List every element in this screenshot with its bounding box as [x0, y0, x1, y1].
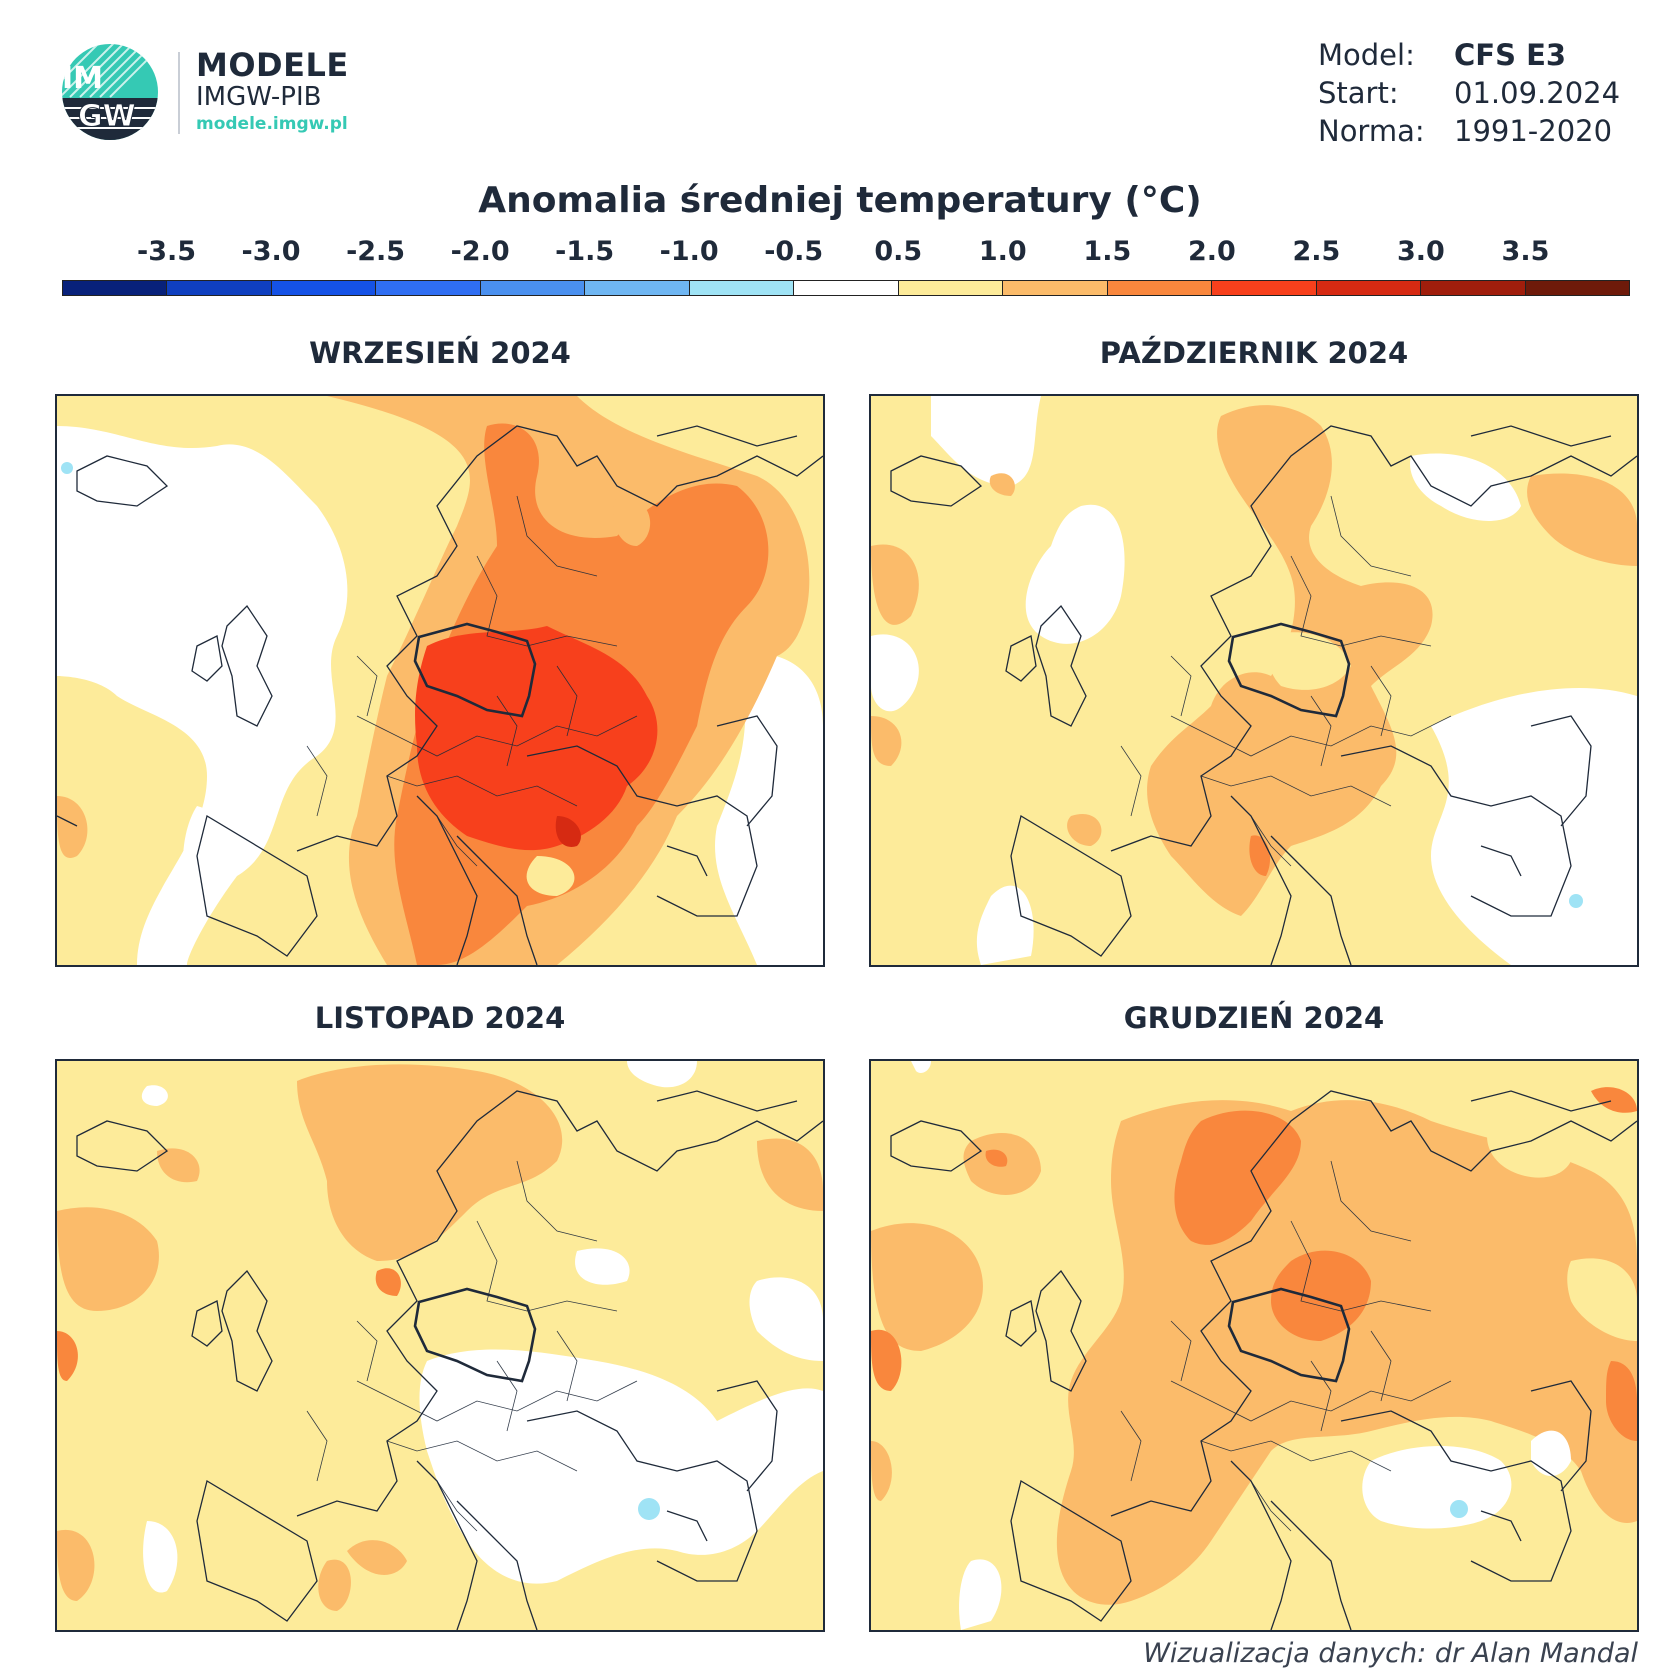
legend-swatch: [898, 281, 1004, 295]
logo-subtitle: IMGW-PIB: [196, 82, 322, 112]
poland-border-december: [1227, 1287, 1351, 1383]
anomaly-fill-september: [57, 396, 823, 965]
legend-tick-label: -3.5: [137, 236, 197, 267]
logo-mark-bottom: GW: [78, 99, 136, 134]
map-december[interactable]: [869, 1059, 1639, 1632]
legend-tick-label: -3.0: [241, 236, 301, 267]
legend-tick-label: 0.5: [874, 236, 923, 267]
legend-tick-label: -1.0: [659, 236, 719, 267]
legend-swatch: [1107, 281, 1213, 295]
panel-title-december: GRUDZIEŃ 2024: [1123, 1001, 1385, 1035]
panel-title-october: PAŹDZIERNIK 2024: [1099, 336, 1409, 370]
legend-swatch: [1003, 281, 1108, 295]
borders-october: [1120, 495, 1452, 867]
meta-norm-value: 1991-2020: [1454, 114, 1613, 148]
legend-swatch: [585, 281, 690, 295]
map-october[interactable]: [869, 394, 1639, 967]
imgw-logo[interactable]: IM GW MODELE IMGW-PIB modele.imgw.pl: [60, 42, 360, 142]
legend-swatch: [1316, 281, 1422, 295]
panel-title-november: LISTOPAD 2024: [314, 1001, 566, 1035]
legend-tick-label: 2.0: [1187, 236, 1236, 267]
anomaly-fill-november: [57, 1061, 823, 1630]
panel-title-september: WRZESIEŃ 2024: [309, 336, 571, 370]
anomaly-fill-october: [871, 396, 1637, 965]
legend-tick-label: 3.5: [1501, 236, 1550, 267]
borders-december: [1120, 1160, 1452, 1532]
meta-row-norm: Norma: 1991-2020: [1318, 114, 1658, 152]
legend-swatch: [1421, 281, 1526, 295]
meta-model-value: CFS E3: [1454, 38, 1567, 72]
borders-november: [306, 1160, 638, 1532]
meta-start-label: Start:: [1318, 76, 1399, 110]
poland-border-october: [1227, 622, 1351, 718]
meta-start-value: 01.09.2024: [1454, 76, 1621, 110]
model-metadata: Model: CFS E3 Start: 01.09.2024 Norma: 1…: [1318, 38, 1658, 152]
legend-swatch: [167, 281, 272, 295]
map-september-svg: [57, 396, 823, 965]
legend-swatch: [376, 281, 481, 295]
credit-footer: Wizualizacja danych: dr Alan Mandal: [1143, 1638, 1638, 1669]
coastlines-november: [76, 1090, 823, 1630]
meta-row-start: Start: 01.09.2024: [1318, 76, 1658, 114]
map-november-svg: [57, 1061, 823, 1630]
legend-colorbar: [62, 280, 1630, 296]
map-november[interactable]: [55, 1059, 825, 1632]
logo-title: MODELE: [196, 46, 349, 84]
poland-border-september: [413, 622, 537, 718]
anomaly-fill-december: [871, 1061, 1637, 1630]
map-september[interactable]: [55, 394, 825, 967]
coastlines-october: [890, 425, 1637, 965]
legend-tick-label: 1.0: [978, 236, 1027, 267]
legend-swatch: [63, 281, 168, 295]
map-december-svg: [871, 1061, 1637, 1630]
legend-swatch: [1212, 281, 1317, 295]
legend-swatch: [271, 281, 377, 295]
legend-tick-label: 1.5: [1083, 236, 1132, 267]
map-october-svg: [871, 396, 1637, 965]
logo-mark-top: IM: [62, 61, 103, 96]
borders-september: [306, 495, 638, 867]
coastlines-september: [57, 425, 823, 965]
legend-swatch: [480, 281, 586, 295]
meta-model-label: Model:: [1318, 38, 1415, 72]
legend-swatch: [794, 281, 899, 295]
poland-border-november: [413, 1287, 537, 1383]
legend-tick-label: -1.5: [555, 236, 615, 267]
legend-tick-label: -2.5: [346, 236, 406, 267]
meta-norm-label: Norma:: [1318, 114, 1425, 148]
figure-title: Anomalia średniej temperatury (°C): [478, 180, 1202, 221]
logo-divider: [178, 52, 180, 134]
coastlines-december: [890, 1090, 1637, 1630]
legend-swatch: [689, 281, 795, 295]
meta-row-model: Model: CFS E3: [1318, 38, 1658, 76]
legend-tick-label: 3.0: [1397, 236, 1445, 267]
legend-tick-label: -2.0: [450, 236, 510, 267]
legend-swatch: [1525, 281, 1630, 295]
legend-tick-label: 2.5: [1292, 236, 1341, 267]
imgw-logo-mark: IM GW: [62, 44, 158, 140]
logo-url-link[interactable]: modele.imgw.pl: [196, 114, 348, 134]
legend-tick-label: -0.5: [764, 236, 824, 267]
legend-tick-labels: -3.5 -3.0 -2.5 -2.0 -1.5 -1.0 -0.5 0.5 1.0 1.5 2.0…: [62, 236, 1630, 272]
